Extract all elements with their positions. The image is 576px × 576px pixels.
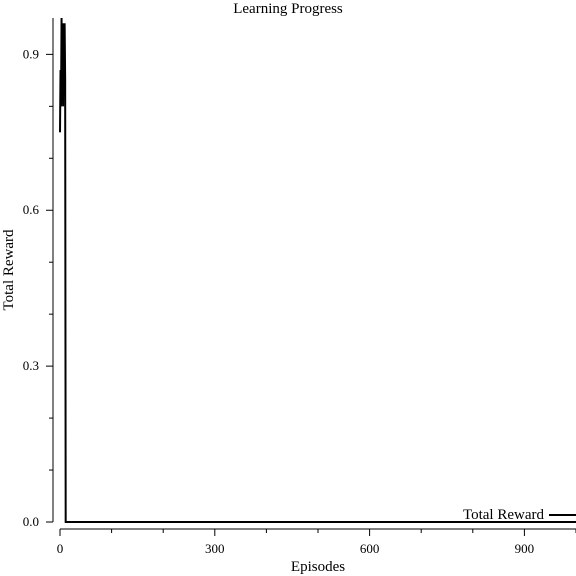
x-axis-label: Episodes <box>291 559 345 575</box>
legend-label: Total Reward <box>463 507 545 523</box>
legend: Total Reward <box>463 507 576 523</box>
x-tick-label: 0 <box>57 541 64 556</box>
chart-title: Learning Progress <box>233 1 343 17</box>
y-tick-label: 0.0 <box>23 514 39 529</box>
y-axis-label: Total Reward <box>1 229 17 311</box>
series-line <box>60 18 576 522</box>
x-tick-label: 900 <box>515 541 535 556</box>
y-ticks: 0.0 0.3 0.6 0.9 <box>23 46 53 529</box>
y-tick-label: 0.9 <box>23 46 39 61</box>
x-ticks: 0 300 600 900 <box>57 529 576 556</box>
x-tick-label: 600 <box>360 541 380 556</box>
series-layer <box>60 18 576 522</box>
y-tick-label: 0.3 <box>23 358 39 373</box>
y-tick-label: 0.6 <box>23 202 40 217</box>
x-tick-label: 300 <box>205 541 225 556</box>
